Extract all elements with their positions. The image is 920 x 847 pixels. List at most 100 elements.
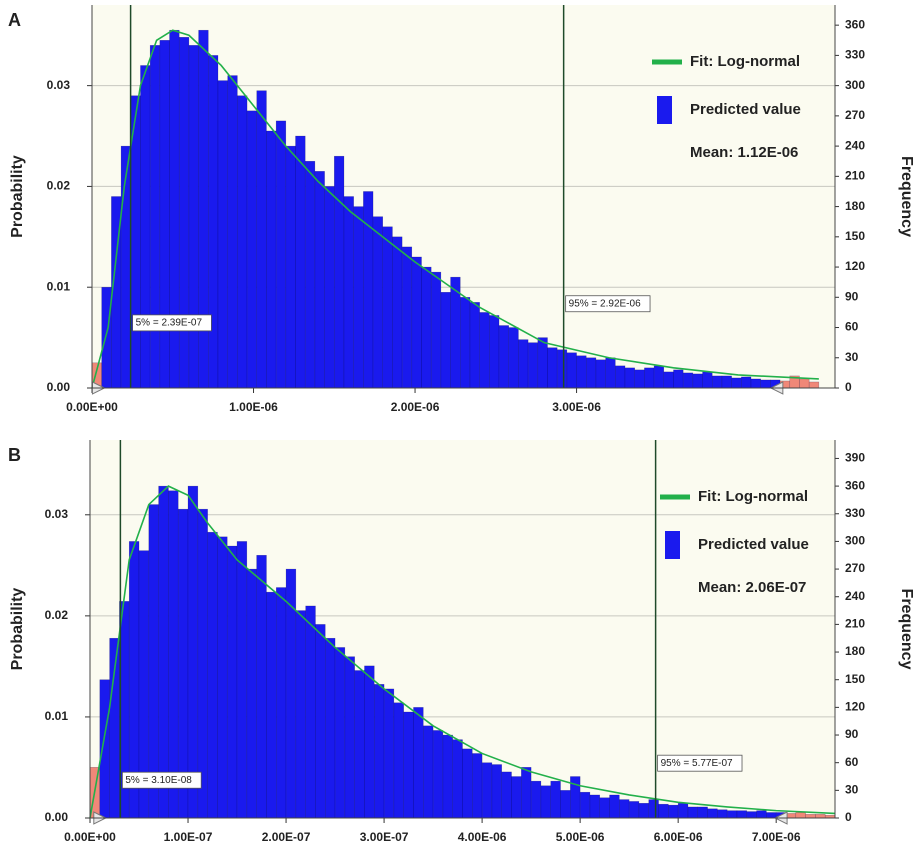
x-tick-label: 2.00E-06 [391, 400, 440, 414]
histogram-bar [472, 753, 483, 819]
y2-tick-label: 90 [845, 289, 859, 303]
y2-tick-label: 210 [845, 617, 865, 631]
histogram-bar [236, 541, 248, 819]
histogram-bar [638, 802, 650, 819]
histogram-bar [518, 339, 529, 389]
percentile-label-box [132, 314, 212, 332]
y2-tick-label: 60 [845, 320, 859, 334]
histogram-bar [430, 271, 442, 389]
histogram-bar [423, 725, 434, 819]
histogram-bar [736, 810, 748, 819]
histogram-bar [178, 37, 190, 389]
histogram-bar [586, 357, 597, 389]
histogram-bar [374, 684, 385, 819]
y-axis-title: Probability [9, 155, 26, 238]
histogram-bar [187, 485, 199, 819]
y2-tick-label: 390 [845, 451, 865, 465]
histogram-bar [527, 342, 539, 389]
histogram-bar [276, 587, 287, 819]
mean-label: Mean: 1.12E-06 [690, 144, 798, 161]
histogram-bar [324, 186, 335, 389]
y-tick-label: 0.00 [47, 380, 71, 394]
histogram-bar [481, 762, 493, 819]
histogram-bar [731, 377, 742, 389]
fit-line [91, 29, 819, 389]
histogram-bar [432, 730, 444, 819]
histogram-bar [658, 803, 669, 819]
histogram-bar [226, 545, 238, 819]
y-tick-label: 0.01 [47, 279, 71, 293]
y2-tick-label: 30 [845, 350, 859, 364]
histogram-bar [628, 801, 640, 819]
x-tick-label: 3.00E-07 [360, 830, 409, 844]
y2-tick-label: 360 [845, 478, 865, 492]
x-tick-label: 4.00E-06 [458, 830, 507, 844]
histogram-bar [440, 292, 451, 389]
histogram-bar [624, 367, 635, 389]
histogram-bar [246, 110, 258, 389]
histogram-bar [717, 809, 728, 819]
histogram-bar [489, 315, 500, 389]
histogram-bar [393, 702, 404, 819]
legend-swatch [657, 96, 672, 124]
histogram-bar [576, 355, 587, 389]
histogram-bar [726, 810, 738, 819]
histogram-bar [197, 508, 208, 819]
histogram-bar [697, 806, 708, 819]
histogram-bar [750, 378, 761, 389]
y2-axis-title: Frequency [898, 589, 915, 670]
y2-tick-label: 270 [845, 561, 865, 575]
histogram-bar [334, 647, 346, 819]
histogram-bar [805, 814, 816, 819]
y2-tick-label: 0 [845, 380, 852, 394]
histogram-bar [343, 196, 354, 389]
x-tick-label: 3.00E-06 [552, 400, 601, 414]
histogram-bar [692, 373, 703, 389]
histogram-bar [799, 378, 810, 389]
histogram-bar [149, 45, 161, 389]
histogram-bar [537, 337, 548, 389]
histogram-bar [615, 365, 626, 389]
histogram-bar [653, 365, 665, 389]
panel-label: A [8, 10, 21, 30]
y2-tick-label: 300 [845, 78, 865, 92]
histogram-bar [353, 206, 364, 389]
histogram-bar [169, 29, 180, 389]
histogram-bar [208, 55, 219, 389]
histogram-bar [227, 75, 238, 389]
histogram-bar [217, 80, 228, 389]
y2-tick-label: 150 [845, 672, 865, 686]
histogram-bar [579, 791, 591, 819]
histogram-bar [275, 120, 287, 389]
y-tick-label: 0.02 [47, 179, 71, 193]
fit-line [89, 485, 836, 819]
histogram-bar [413, 707, 424, 819]
x-tick-label: 1.00E-06 [229, 400, 278, 414]
y2-tick-label: 300 [845, 534, 865, 548]
y2-tick-label: 360 [845, 17, 865, 31]
legend-label: Predicted value [690, 101, 801, 118]
histogram-bar [256, 90, 267, 389]
y2-tick-label: 120 [845, 259, 865, 273]
histogram-bar [702, 371, 713, 389]
histogram-bar [766, 812, 777, 819]
histogram-bar [383, 688, 395, 819]
histogram-bar [168, 490, 179, 819]
histogram-bar [99, 679, 110, 819]
y2-axis-title: Frequency [898, 156, 915, 237]
histogram-bar [159, 40, 170, 389]
histogram-bar [442, 734, 453, 819]
y2-tick-label: 180 [845, 199, 865, 213]
y2-tick-label: 150 [845, 229, 865, 243]
histogram-bar [325, 637, 336, 819]
y2-tick-label: 270 [845, 108, 865, 122]
percentile-label-box [121, 771, 202, 789]
histogram-bar [372, 216, 383, 389]
percentile-label-box [657, 754, 743, 772]
histogram-bar [721, 375, 732, 389]
y-tick-label: 0.03 [47, 78, 71, 92]
histogram-bar [305, 605, 316, 819]
histogram-bar [595, 359, 606, 389]
x-tick-label: 2.00E-07 [262, 830, 311, 844]
histogram-bar [560, 790, 571, 819]
